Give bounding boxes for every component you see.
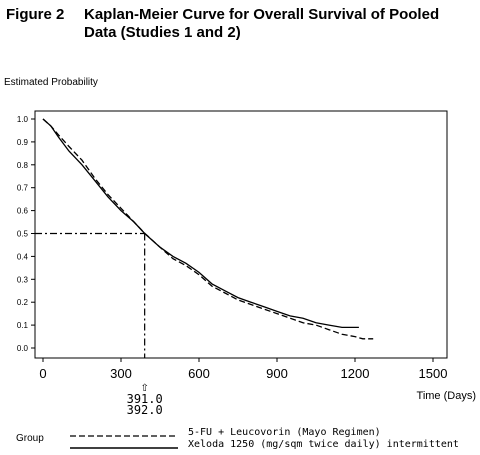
median-value-label: 391.0 [127,392,163,406]
x-axis-label: Time (Days) [417,390,476,402]
figure-label: Figure 2 [6,6,65,23]
series-line-fu-leucovorin [42,118,374,340]
series-line-xeloda [42,118,359,329]
x-tick-label: 1200 [341,366,370,381]
y-tick-label: 0.7 [17,184,29,193]
y-tick-label: 0.0 [17,344,29,353]
x-tick-label: 900 [266,366,288,381]
median-value-label: 392.0 [127,403,163,417]
median-arrow-icon: ⇧ [140,383,148,394]
y-axis-label: Estimated Probability [4,77,98,88]
y-tick-label: 0.6 [17,207,29,216]
y-tick-label: 1.0 [17,115,29,124]
y-tick-label: 0.1 [17,321,29,330]
x-tick-label: 0 [39,366,46,381]
y-tick-label: 0.3 [17,275,29,284]
y-tick-label: 0.9 [17,138,29,147]
plot-border [34,110,448,359]
x-tick-label: 300 [110,366,132,381]
y-tick-label: 0.2 [17,298,29,307]
figure-title: Kaplan-Meier Curve for Overall Survival … [84,6,440,41]
y-tick-label: 0.8 [17,161,29,170]
y-tick-label: 0.4 [17,252,29,261]
x-tick-label: 600 [188,366,210,381]
y-tick-label: 0.5 [17,230,29,239]
x-tick-label: 1500 [419,366,448,381]
